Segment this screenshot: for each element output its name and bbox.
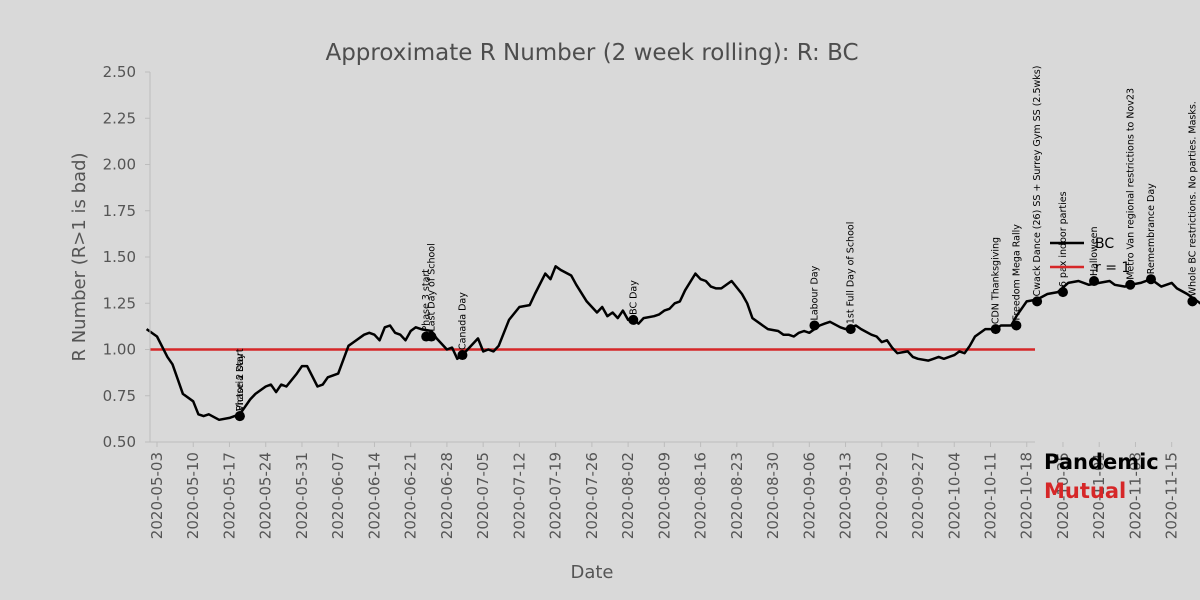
x-tick-label: 2020-05-10	[184, 452, 202, 539]
x-tick-label: 2020-08-30	[764, 452, 782, 539]
x-tick-label: 2020-05-31	[293, 452, 311, 539]
event-marker	[845, 324, 856, 335]
event-label: Phase 3 start	[421, 269, 432, 332]
event-marker	[990, 324, 1001, 335]
x-tick-label: 2020-08-09	[655, 452, 673, 539]
event-label: Halloween	[1089, 227, 1100, 277]
x-tick-label: 2020-09-06	[800, 452, 818, 539]
y-axis: 0.50 0.75 1.00 1.25 1.50 1.75 2.00 2.25 2.50	[103, 63, 150, 451]
event-marker	[234, 411, 245, 422]
event-marker	[1032, 296, 1043, 307]
x-tick-label: 2020-09-13	[837, 452, 855, 539]
y-tick-label: 1.50	[103, 248, 136, 266]
event-label: Freedom Mega Rally	[1011, 224, 1022, 321]
y-tick-label: 1.75	[103, 202, 136, 220]
event-marker	[1011, 320, 1022, 331]
x-tick-label: 2020-07-19	[547, 452, 565, 539]
x-tick-label: 2020-08-02	[619, 452, 637, 539]
event-label: Canada Day	[457, 292, 468, 350]
x-tick-label: 2020-11-15	[1163, 452, 1181, 539]
event-label: Last Day of School	[426, 243, 437, 331]
x-tick-label: 2020-06-21	[402, 452, 420, 539]
x-tick-label: 2020-10-25	[1054, 452, 1072, 539]
y-tick-label: 2.00	[103, 156, 136, 174]
y-tick-label: 2.25	[103, 109, 136, 127]
x-tick-label: 2020-10-18	[1018, 452, 1036, 539]
event-marker	[1145, 274, 1156, 285]
x-tick-label: 2020-10-11	[981, 452, 999, 539]
event-marker	[426, 331, 437, 342]
event-marker	[628, 314, 639, 325]
x-tick-label: 2020-05-03	[148, 452, 166, 539]
x-tick-label: 2020-06-14	[365, 452, 383, 539]
y-tick-label: 1.25	[103, 294, 136, 312]
legend-label-r1: r = 1	[1095, 260, 1130, 276]
event-marker	[1125, 279, 1136, 290]
x-axis: 2020-05-03 2020-05-10 2020-05-17 2020-05-24…	[148, 442, 1200, 539]
legend: BC r = 1	[1050, 236, 1130, 276]
event-label: 6 pax indoor parties	[1058, 191, 1069, 287]
series-line-bc	[145, 265, 1200, 422]
y-tick-label: 2.50	[103, 63, 136, 81]
event-marker	[457, 350, 468, 361]
event-marker	[1057, 287, 1068, 298]
y-axis-label: R Number (R>1 is bad)	[69, 152, 90, 361]
event-label: Phase 2 start	[235, 348, 246, 411]
x-tick-label: 2020-10-04	[945, 452, 963, 539]
event-label: Cwack Dance (26) SS + Surrey Gym SS (2.5…	[1032, 66, 1043, 297]
brand-name-line1: Pandemic	[1044, 450, 1159, 474]
event-marker	[1187, 296, 1198, 307]
y-tick-label: 1.00	[103, 341, 136, 359]
legend-label-bc: BC	[1095, 236, 1114, 252]
chart-title: Approximate R Number (2 week rolling): R…	[325, 40, 858, 66]
event-label: CDN Thanksgiving	[991, 237, 1002, 324]
x-tick-label: 2020-06-07	[329, 452, 347, 539]
x-tick-label: 2020-05-17	[220, 452, 238, 539]
x-tick-label: 2020-09-20	[873, 452, 891, 539]
event-label: Metro Van regional restrictions to Nov23	[1125, 88, 1136, 280]
y-tick-label: 0.50	[103, 433, 136, 451]
x-tick-label: 2020-07-26	[583, 452, 601, 539]
x-tick-label: 2020-07-12	[510, 452, 528, 539]
event-marker	[1089, 276, 1100, 287]
x-tick-label: 2020-08-23	[728, 452, 746, 539]
event-label: BC Day	[628, 280, 639, 315]
x-tick-label: 2020-11-01	[1090, 452, 1108, 539]
event-label: Remembrance Day	[1146, 183, 1157, 274]
x-tick-label: 2020-06-28	[438, 452, 456, 539]
x-tick-label: 2020-08-16	[692, 452, 710, 539]
brand-name-line2: Mutual	[1044, 479, 1127, 503]
x-tick-label: 2020-07-05	[474, 452, 492, 539]
event-label: Whole BC restrictions. No parties. Masks…	[1187, 101, 1198, 296]
x-axis-label: Date	[570, 562, 613, 583]
event-label: 1st Full Day of School	[846, 222, 857, 325]
x-tick-label: 2020-05-24	[257, 452, 275, 539]
event-label: Victoria Day	[235, 353, 246, 411]
event-label: Labour Day	[809, 265, 820, 320]
event-marker	[809, 320, 820, 331]
x-tick-label: 2020-11-08	[1126, 452, 1144, 539]
x-tick-label: 2020-09-27	[909, 452, 927, 539]
x-tick-label: 2020-11-22	[1199, 452, 1200, 539]
y-tick-label: 0.75	[103, 387, 136, 405]
